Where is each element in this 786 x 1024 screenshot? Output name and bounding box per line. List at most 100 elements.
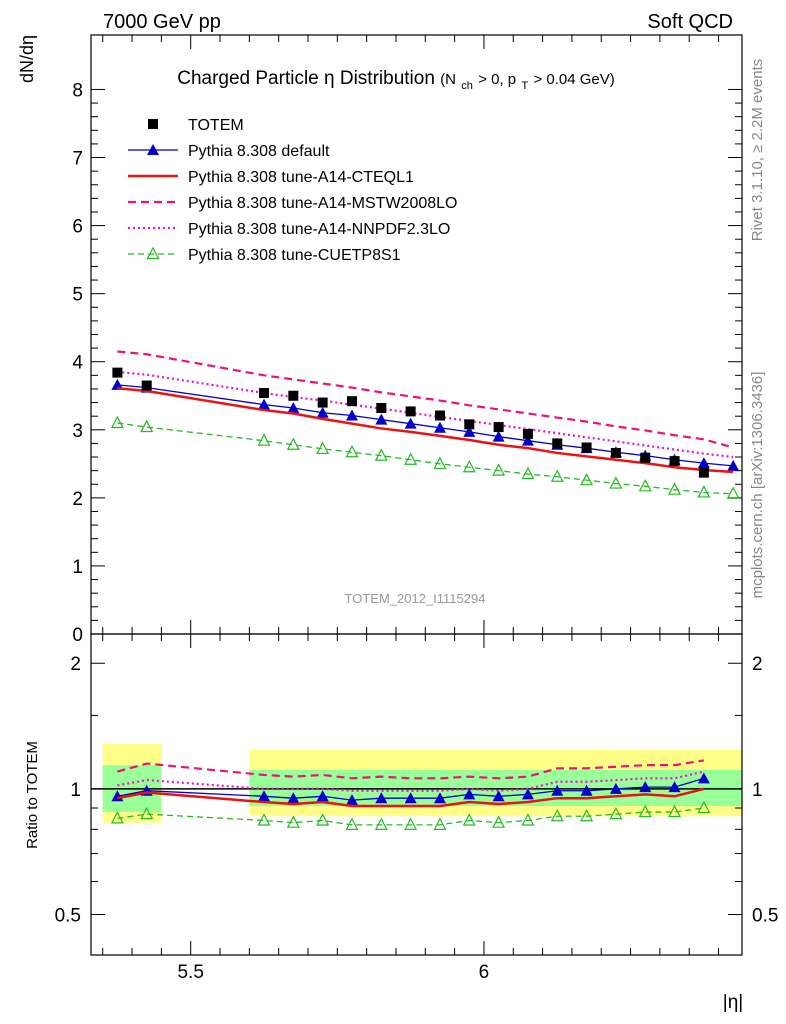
legend-label-mstw: Pythia 8.308 tune-A14-MSTW2008LO <box>188 195 457 212</box>
ratio-xtick-label: 5.5 <box>177 962 203 983</box>
legend-marker-default <box>147 144 159 155</box>
totem-point <box>346 396 357 407</box>
series-point-cuetp <box>726 486 740 499</box>
header-category: Soft QCD <box>647 11 733 33</box>
series-point-default <box>287 402 300 414</box>
totem-point <box>493 422 504 433</box>
ratio-point-default <box>316 790 329 802</box>
ratio-point-default <box>668 781 681 793</box>
ratio-point-default <box>492 790 505 802</box>
totem-point <box>698 467 709 478</box>
ratio-point-cuetp <box>668 804 682 818</box>
ratio-point-default <box>551 784 564 796</box>
main-ytick-label: 8 <box>72 80 83 101</box>
series-point-cuetp <box>521 466 535 480</box>
totem-point <box>405 406 416 417</box>
ratio-point-cuetp <box>521 813 535 826</box>
series-point-cuetp <box>638 478 652 492</box>
totem-point <box>669 456 680 467</box>
series-point-cuetp <box>286 437 300 450</box>
ratio-point-default <box>287 792 300 804</box>
totem-point <box>552 438 563 449</box>
ratio-point-default <box>433 792 446 804</box>
ratio-point-cuetp <box>697 800 711 814</box>
ratio-ytick-label-right: 2 <box>752 654 763 675</box>
ratio-point-cuetp <box>110 811 124 824</box>
ratio-panel: 5.5 6 0.5 0.5 1 1 2 2 <box>55 633 778 983</box>
ratio-line-nnpdf <box>117 770 705 792</box>
main-ytick-label: 6 <box>72 217 83 238</box>
main-panel: Charged Particle η Distribution (N ch > … <box>72 34 743 646</box>
series-point-cuetp <box>550 469 564 482</box>
ratio-point-cuetp <box>433 817 447 830</box>
title-cut-close: > 0.04 GeV) <box>533 71 614 88</box>
ratio-line-cuetp <box>117 807 704 826</box>
ratio-point-default <box>521 788 534 800</box>
series-point-cuetp <box>374 448 388 461</box>
series-point-default <box>433 421 446 433</box>
series-point-cuetp <box>404 452 418 465</box>
ratio-frame <box>90 633 743 956</box>
rivet-label: Rivet 3.1.10, ≥ 2.2M events <box>749 59 766 242</box>
ratio-point-cuetp <box>550 808 564 822</box>
series-line-nnpdf <box>117 370 734 459</box>
ratio-point-default <box>580 784 593 796</box>
totem-point <box>640 452 651 463</box>
mcplots-label: mcplots.cern.ch [arXiv:1306.3436] <box>749 372 766 599</box>
ratio-xlabel: |η| <box>723 992 743 1013</box>
main-ytick-label: 7 <box>72 149 83 170</box>
title-cut-sub1: ch <box>461 80 473 92</box>
series-point-cuetp <box>345 444 359 458</box>
ratio-point-cuetp <box>316 813 330 826</box>
ratio-point-default <box>609 782 622 794</box>
series-point-default <box>492 430 505 442</box>
ratio-point-cuetp <box>257 813 271 826</box>
series-point-cuetp <box>609 476 623 489</box>
legend-label-cuetp: Pythia 8.308 tune-CUETP8S1 <box>188 247 401 264</box>
series-line-mstw <box>117 350 734 449</box>
series-point-default <box>258 398 271 410</box>
ratio-point-cuetp <box>345 817 359 830</box>
totem-point <box>610 447 621 458</box>
ratio-point-cuetp <box>140 806 154 820</box>
ratio-point-cuetp <box>580 808 594 822</box>
ratio-ytick-label: 0.5 <box>55 906 81 927</box>
totem-point <box>434 410 445 421</box>
series-point-default <box>727 459 740 471</box>
series-point-default <box>345 409 358 421</box>
series-point-cuetp <box>668 482 682 495</box>
ratio-ytick-label-right: 0.5 <box>752 906 778 927</box>
series-point-cuetp <box>580 472 594 486</box>
ratio-point-default <box>463 788 476 800</box>
main-ytick-label: 1 <box>72 557 83 578</box>
ratio-xtick-label: 6 <box>479 962 490 983</box>
title-cut-open: (N <box>440 71 456 88</box>
ratio-ytick-label-right: 1 <box>752 780 763 801</box>
main-ylabel: dN/dη <box>17 35 37 83</box>
totem-point <box>317 397 328 408</box>
ratio-ylabel: Ratio to TOTEM <box>24 741 41 849</box>
title-cut-sub2: T <box>521 80 528 92</box>
ratio-point-cuetp <box>374 817 388 830</box>
ratio-point-cuetp <box>286 815 300 828</box>
series-point-default <box>404 417 417 429</box>
chart-title: Charged Particle η Distribution (N ch > … <box>177 68 615 94</box>
ratio-point-default <box>375 792 388 804</box>
totem-point <box>464 419 475 430</box>
legend: TOTEM Pythia 8.308 default Pythia 8.308 tu… <box>128 117 457 264</box>
ratio-ytick-label: 2 <box>70 654 81 675</box>
main-ytick-label: 2 <box>72 489 83 510</box>
series-line-cteql1 <box>117 387 734 474</box>
ratio-point-default <box>258 790 271 802</box>
main-ytick-label: 3 <box>72 421 83 442</box>
series-point-default <box>521 434 534 446</box>
totem-point <box>112 367 123 378</box>
ratio-point-cuetp <box>638 804 652 818</box>
totem-point <box>259 388 270 399</box>
title-main: Charged Particle η Distribution <box>177 68 435 89</box>
series-point-default <box>375 413 388 425</box>
totem-point <box>376 403 387 414</box>
ratio-line-mstw <box>117 759 705 780</box>
ratio-point-cuetp <box>462 813 476 826</box>
